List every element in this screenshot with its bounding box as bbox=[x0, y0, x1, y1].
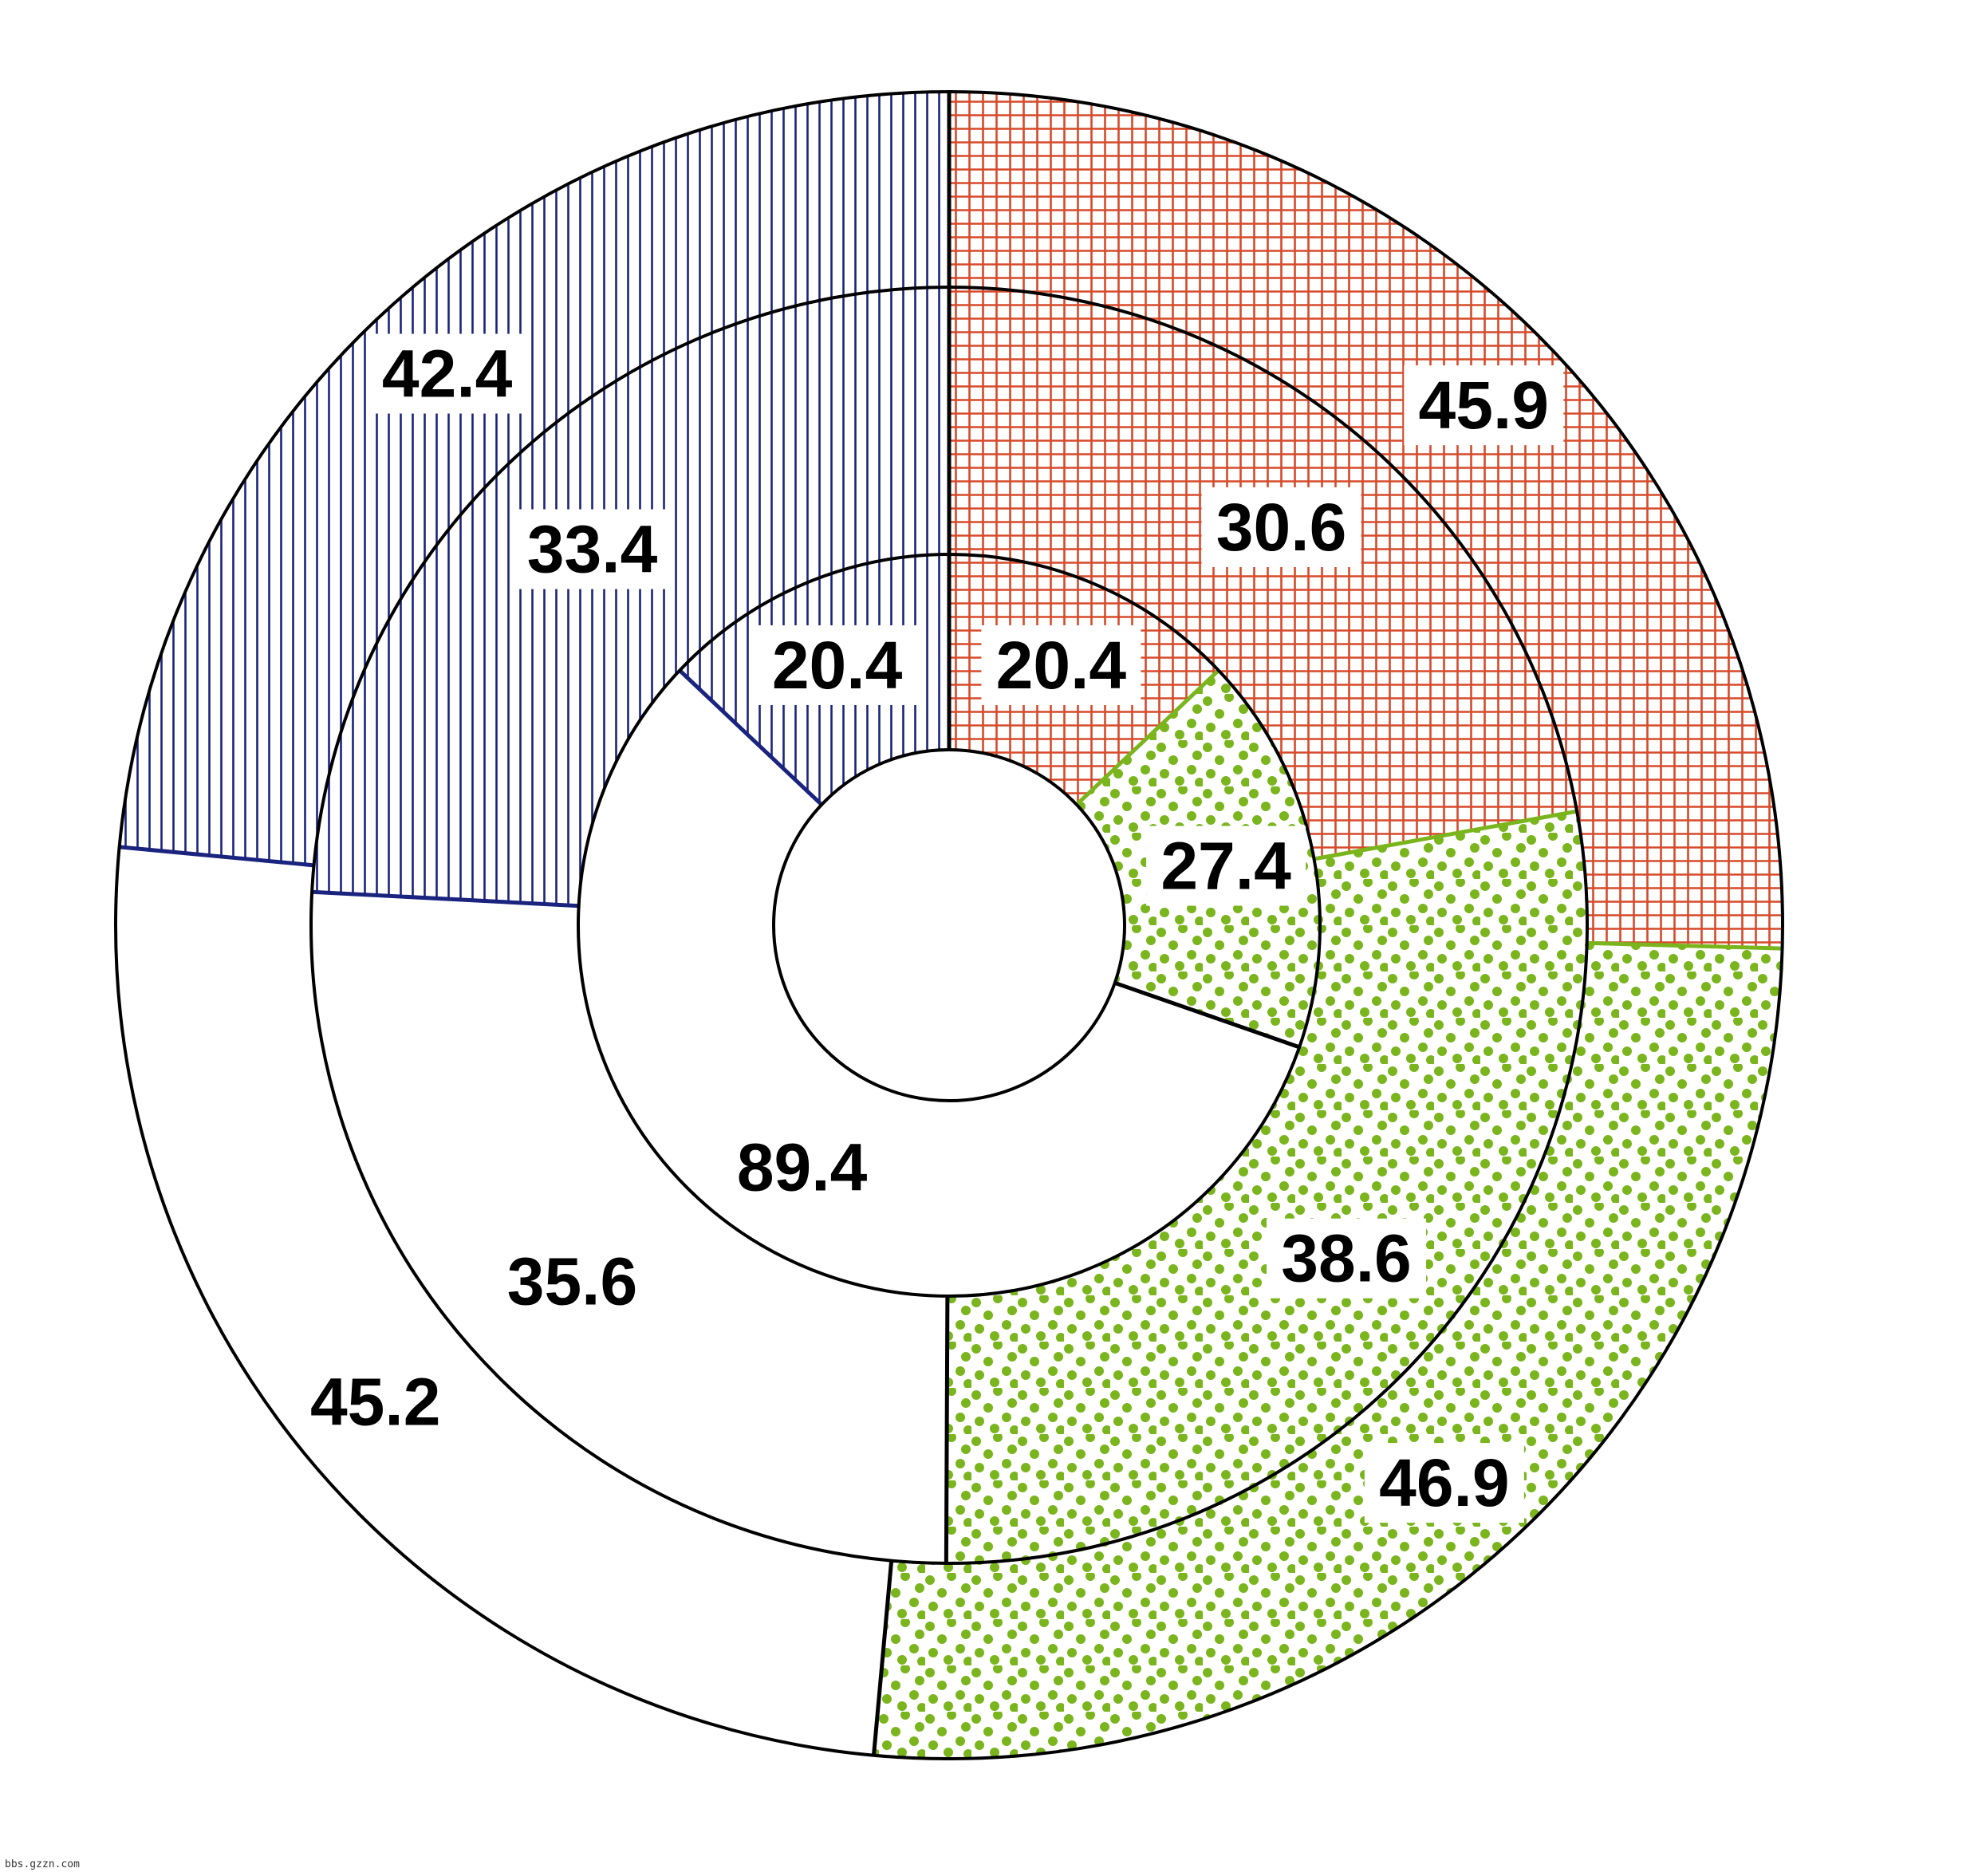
svg-text:27.4: 27.4 bbox=[1160, 829, 1291, 904]
inner-ring-label-1: 20.4 bbox=[981, 625, 1141, 705]
svg-text:30.6: 30.6 bbox=[1216, 490, 1347, 565]
inner-ring-label-4: 20.4 bbox=[757, 625, 917, 705]
ring-outline-1 bbox=[772, 748, 1126, 1102]
outer-ring-segment-3 bbox=[116, 846, 892, 1756]
svg-text:20.4: 20.4 bbox=[772, 628, 903, 703]
inner-ring-label-2: 27.4 bbox=[1146, 826, 1306, 906]
middle-ring-segment-2 bbox=[946, 811, 1587, 1563]
svg-text:89.4: 89.4 bbox=[737, 1129, 868, 1204]
middle-ring-label-2: 38.6 bbox=[1267, 1218, 1427, 1299]
labels-layer: 20.4 27.4 89.4 20.4 30.6 38.6 35.6 33.4 45.9 46.9… bbox=[310, 333, 1564, 1523]
outer-ring-label-3: 45.2 bbox=[310, 1364, 441, 1439]
outer-ring-divider-2 bbox=[1586, 940, 1783, 951]
middle-ring-divider-2 bbox=[1314, 809, 1578, 861]
inner-ring-label-3: 89.4 bbox=[737, 1129, 868, 1204]
middle-ring-label-4: 33.4 bbox=[512, 509, 672, 589]
ring-outline-3 bbox=[309, 286, 1589, 1565]
outer-ring-segment-1 bbox=[949, 92, 1783, 949]
svg-text:38.6: 38.6 bbox=[1281, 1221, 1412, 1296]
middle-ring-segment-1 bbox=[949, 287, 1578, 859]
inner-ring-divider-2 bbox=[1075, 668, 1220, 806]
middle-ring-divider-4 bbox=[311, 889, 579, 908]
svg-text:33.4: 33.4 bbox=[527, 512, 658, 587]
inner-ring-label-bg-2 bbox=[1146, 826, 1306, 906]
outer-ring-label-1: 45.9 bbox=[1404, 365, 1564, 446]
inner-ring-segment-3 bbox=[577, 670, 1300, 1297]
watermark-text: bbs.gzzn.com bbox=[5, 1858, 80, 1870]
ring-outline-2 bbox=[577, 553, 1322, 1298]
inner-ring-label-bg-4 bbox=[757, 625, 917, 705]
ring-outlines-layer bbox=[114, 90, 1784, 1760]
svg-text:35.6: 35.6 bbox=[507, 1243, 638, 1318]
outer-ring-label-bg-2 bbox=[1364, 1443, 1524, 1523]
outer-ring-label-4: 42.4 bbox=[367, 333, 527, 414]
outer-ring-label-bg-4 bbox=[367, 333, 527, 414]
svg-text:45.2: 45.2 bbox=[310, 1364, 441, 1439]
middle-ring-label-1: 30.6 bbox=[1201, 487, 1361, 568]
middle-ring-label-3: 35.6 bbox=[507, 1243, 638, 1318]
outer-ring-label-bg-1 bbox=[1404, 365, 1564, 446]
svg-text:20.4: 20.4 bbox=[996, 628, 1127, 703]
middle-ring-segment-3 bbox=[311, 892, 948, 1563]
segments-layer bbox=[116, 92, 1783, 1759]
ring-outline-4 bbox=[114, 90, 1784, 1760]
middle-ring-divider-3 bbox=[944, 1295, 950, 1564]
svg-text:42.4: 42.4 bbox=[382, 337, 513, 412]
middle-ring-label-bg-1 bbox=[1201, 487, 1361, 568]
outer-ring-divider-3 bbox=[872, 1560, 894, 1756]
inner-ring-divider-4 bbox=[678, 668, 823, 806]
svg-text:45.9: 45.9 bbox=[1419, 368, 1550, 443]
outer-ring-segment-4 bbox=[119, 92, 950, 865]
outer-ring-segment-2 bbox=[873, 943, 1783, 1759]
outer-ring-label-2: 46.9 bbox=[1364, 1443, 1524, 1523]
inner-ring-divider-3 bbox=[1113, 980, 1300, 1050]
middle-ring-label-bg-2 bbox=[1267, 1218, 1427, 1299]
middle-ring-segment-4 bbox=[312, 287, 949, 906]
outer-ring-divider-4 bbox=[119, 845, 314, 868]
inner-ring-label-bg-1 bbox=[981, 625, 1141, 705]
middle-ring-label-bg-4 bbox=[512, 509, 672, 589]
svg-text:46.9: 46.9 bbox=[1379, 1445, 1510, 1520]
